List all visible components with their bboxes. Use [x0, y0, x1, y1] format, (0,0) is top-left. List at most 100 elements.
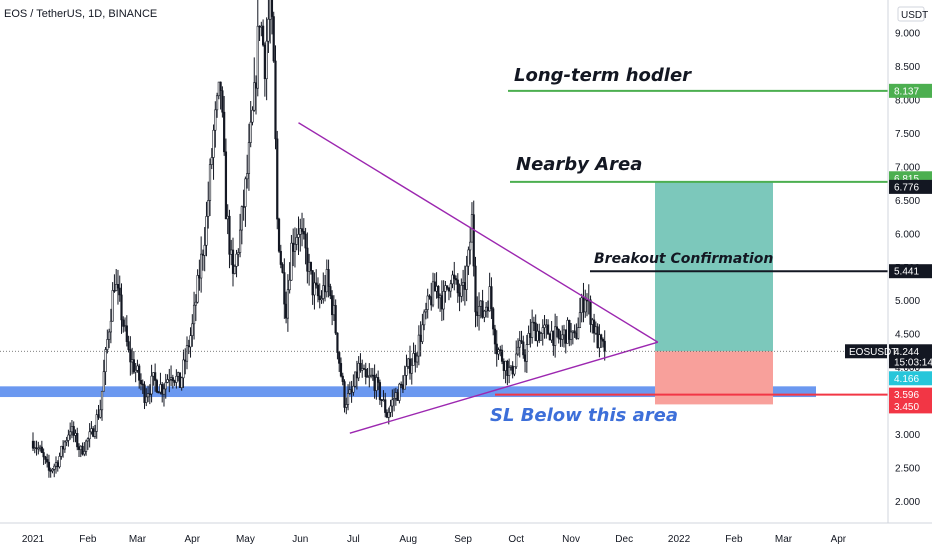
candle	[304, 227, 307, 265]
time-axis[interactable]	[0, 523, 932, 550]
candle	[569, 322, 573, 346]
candle-body-up	[531, 321, 534, 338]
candle	[247, 123, 251, 191]
candle-body-up	[159, 384, 162, 393]
candle-body-up	[99, 409, 102, 418]
candle-body-down	[534, 322, 537, 342]
candle-body-down	[474, 265, 477, 313]
candle-body-down	[447, 287, 451, 292]
y-tick-label: 5.000	[895, 296, 920, 307]
candle	[192, 291, 196, 340]
candle	[320, 290, 323, 304]
candle-body-down	[414, 353, 417, 363]
candle-body-down	[171, 377, 174, 382]
candle	[465, 255, 468, 302]
candle-body-up	[541, 327, 544, 334]
candle-body-up	[215, 95, 219, 111]
candle-body-down	[538, 330, 541, 341]
candle	[543, 315, 546, 339]
candle	[577, 317, 580, 340]
x-tick-label: Feb	[79, 534, 97, 545]
candle-body-up	[325, 269, 328, 293]
candle-body-up	[483, 310, 486, 318]
badge-nearby-lower-box	[889, 179, 932, 194]
candle	[293, 227, 297, 268]
y-tick-label: 4.000	[895, 363, 920, 374]
candle-body-down	[277, 218, 281, 252]
candle	[557, 328, 560, 344]
price-axis[interactable]	[888, 0, 932, 523]
candle-body-down	[49, 470, 52, 472]
candle-body-up	[423, 311, 426, 326]
candle-body-up	[516, 346, 520, 355]
candle	[313, 272, 316, 310]
candle	[279, 244, 282, 269]
candle-body-down	[272, 16, 275, 62]
candle	[146, 385, 150, 403]
candle-body-up	[488, 286, 491, 312]
candle	[109, 308, 112, 344]
candle-body-down	[362, 368, 366, 370]
candle-body-up	[108, 331, 111, 340]
candle	[315, 269, 318, 289]
candle	[302, 218, 305, 240]
candle	[531, 309, 534, 344]
candle-body-down	[419, 334, 422, 342]
candle	[281, 262, 284, 274]
candle	[596, 323, 599, 349]
candle	[421, 313, 424, 345]
candle	[453, 261, 456, 291]
candle-body-up	[513, 366, 516, 375]
y-tick-label: 6.500	[895, 196, 920, 207]
candle-body-up	[267, 18, 270, 42]
badge-stop-level: 3.596	[889, 387, 932, 402]
candle	[490, 277, 493, 320]
candle-body-up	[185, 345, 189, 362]
candle	[47, 454, 51, 478]
candle	[116, 269, 120, 305]
candle-body-up	[392, 398, 396, 401]
candle	[139, 373, 143, 391]
candle-body-up	[256, 25, 259, 89]
candle	[224, 138, 228, 220]
candle-body-up	[207, 200, 210, 217]
annotation-long-term: Long-term hodler	[514, 65, 692, 86]
candle	[113, 274, 116, 293]
badge-breakout-box	[889, 264, 932, 279]
candle-body-down	[378, 382, 382, 400]
candle-body-up	[435, 285, 438, 292]
candle-body-up	[136, 365, 139, 371]
candle-body-down	[309, 261, 312, 271]
triangle-lower-line[interactable]	[349, 341, 659, 434]
candle-body-down	[555, 326, 559, 330]
candle-body-down	[187, 345, 190, 348]
candle-body-up	[571, 330, 574, 333]
candle-body-up	[212, 129, 215, 158]
candle	[157, 390, 160, 394]
candle-body-up	[477, 305, 481, 316]
candle	[162, 383, 166, 407]
candle-body-up	[286, 289, 289, 319]
y-tick-label: 2.000	[895, 497, 920, 508]
candle	[573, 324, 576, 338]
candle-body-up	[196, 275, 199, 303]
badge-current-box	[889, 344, 932, 369]
candle-body-down	[46, 459, 49, 463]
triangle-upper-line[interactable]	[298, 122, 659, 343]
candle-body-up	[54, 462, 58, 467]
candle	[474, 256, 477, 328]
candle-body-up	[67, 434, 70, 441]
candle-body-down	[219, 81, 222, 91]
candle	[454, 275, 458, 285]
candle-body-up	[145, 396, 148, 403]
candle	[309, 261, 312, 275]
candle-body-down	[231, 249, 235, 274]
candle-body-up	[240, 206, 243, 231]
candle-body-up	[545, 324, 548, 327]
candle-body-down	[61, 445, 65, 450]
candle-body-down	[327, 269, 330, 287]
candle	[203, 227, 206, 272]
candle-body-down	[481, 300, 484, 318]
badge-stop-level-label: 3.596	[894, 390, 919, 401]
